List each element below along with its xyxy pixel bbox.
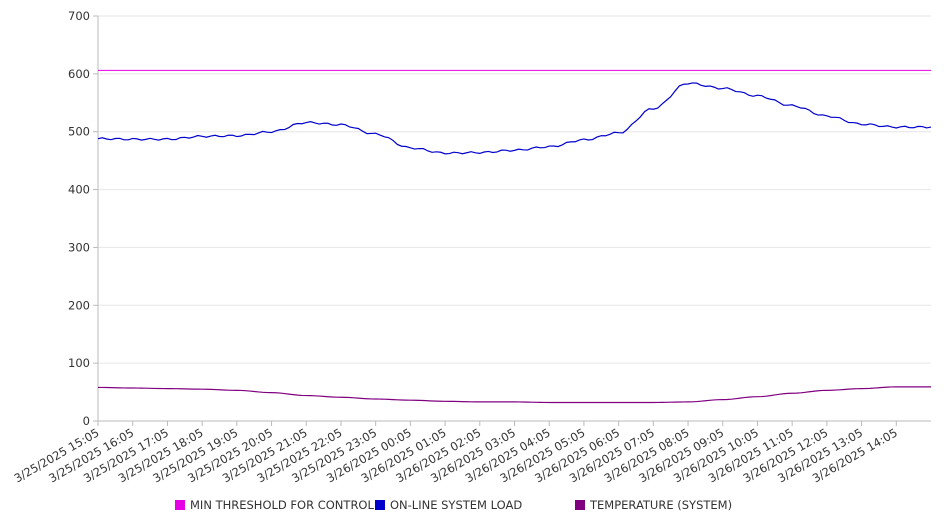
legend-item-threshold[interactable]: MIN THRESHOLD FOR CONTROL <box>175 498 374 512</box>
series-line-temperature <box>97 386 931 404</box>
legend-label-temperature: TEMPERATURE (SYSTEM) <box>590 498 733 512</box>
legend-swatch-load <box>375 500 385 510</box>
legend-label-load: ON-LINE SYSTEM LOAD <box>390 498 523 512</box>
y-tick-label: 0 <box>83 414 90 428</box>
series-line-system-load <box>97 82 932 155</box>
gridlines <box>98 15 931 364</box>
x-tick-labels: 3/25/2025 15:053/25/2025 16:053/25/2025 … <box>12 425 900 485</box>
y-tick-label: 600 <box>68 67 90 81</box>
legend: MIN THRESHOLD FOR CONTROL ON-LINE SYSTEM… <box>0 498 946 514</box>
legend-item-temperature[interactable]: TEMPERATURE (SYSTEM) <box>575 498 732 512</box>
axes <box>93 15 931 426</box>
y-tick-label: 500 <box>68 125 90 139</box>
legend-label-threshold: MIN THRESHOLD FOR CONTROL <box>190 498 374 512</box>
y-tick-label: 400 <box>68 183 90 197</box>
legend-item-load[interactable]: ON-LINE SYSTEM LOAD <box>375 498 522 512</box>
series-lines <box>97 69 932 404</box>
y-tick-label: 700 <box>68 9 90 23</box>
y-tick-label: 300 <box>68 240 90 254</box>
y-tick-label: 100 <box>68 356 90 370</box>
legend-swatch-temperature <box>575 500 585 510</box>
legend-swatch-threshold <box>175 500 185 510</box>
y-tick-label: 200 <box>68 298 90 312</box>
y-tick-labels: 0 100 200 300 400 500 600 700 <box>68 9 90 428</box>
